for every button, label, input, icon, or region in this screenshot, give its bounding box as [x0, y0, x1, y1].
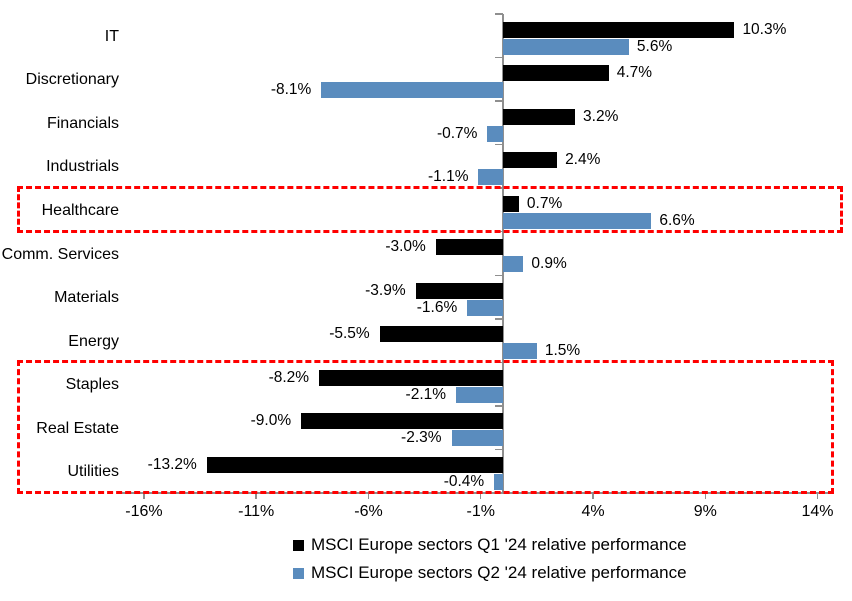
value-label: -0.7% — [436, 124, 478, 142]
x-axis-tick-label: 4% — [581, 503, 605, 520]
x-axis-tick-label: -1% — [466, 503, 495, 520]
category-axis-tick — [495, 274, 504, 277]
bar-q1 — [319, 369, 504, 386]
value-label: 0.7% — [526, 194, 563, 212]
category-label-healthcare: Healthcare — [41, 201, 119, 219]
bar-q1 — [503, 108, 576, 125]
value-label: -13.2% — [147, 455, 197, 473]
x-axis-tick — [255, 493, 257, 499]
category-axis-tick — [495, 405, 504, 407]
bar-q2 — [503, 38, 629, 55]
bar-q1 — [415, 282, 504, 299]
x-axis-tick — [704, 493, 706, 499]
value-label: -9.0% — [250, 412, 292, 430]
value-label: -0.4% — [443, 472, 485, 490]
x-axis-tick — [367, 493, 370, 499]
category-axis-tick — [495, 56, 504, 59]
legend-swatch-q2-icon — [293, 567, 304, 579]
x-axis-tick — [592, 493, 594, 499]
value-label: -3.0% — [385, 238, 426, 256]
legend-label-q2: MSCI Europe sectors Q2 '24 relative perf… — [311, 563, 687, 582]
value-label: 6.6% — [659, 211, 695, 229]
category-label-discretionary: Discretionary — [25, 71, 119, 89]
legend: MSCI Europe sectors Q1 '24 relative perf… — [293, 535, 687, 591]
category-axis-tick — [495, 448, 504, 451]
value-axis-zero-line — [502, 14, 504, 493]
value-label: -8.1% — [270, 81, 312, 99]
x-axis-tick-label: 14% — [801, 503, 834, 520]
value-label: 10.3% — [742, 20, 787, 38]
bar-q2 — [503, 343, 537, 360]
legend-swatch-q1-icon — [293, 539, 304, 551]
bar-q2 — [456, 386, 504, 403]
x-axis-tick-label: -16% — [125, 503, 163, 520]
value-label: -2.1% — [405, 385, 447, 403]
bar-q1 — [379, 326, 504, 343]
legend-item-q2: MSCI Europe sectors Q2 '24 relative perf… — [293, 563, 687, 583]
category-label-materials: Materials — [54, 289, 119, 307]
bar-q2 — [494, 473, 504, 490]
category-label-energy: Energy — [68, 332, 119, 350]
category-label-utilities: Utilities — [67, 463, 119, 481]
category-axis-tick — [495, 143, 504, 146]
x-axis-tick-label: -11% — [238, 503, 275, 520]
defensives-highlight — [17, 360, 834, 494]
bar-q1 — [503, 195, 519, 212]
value-label: 3.2% — [583, 107, 619, 125]
category-label-comm-services: Comm. Services — [1, 245, 119, 263]
category-label-staples: Staples — [65, 376, 119, 394]
category-label-it: IT — [104, 27, 119, 45]
x-axis-tick — [816, 493, 819, 499]
category-axis-tick — [495, 100, 504, 102]
healthcare-highlight — [17, 186, 843, 233]
bar-q2 — [451, 430, 504, 447]
category-axis-tick — [495, 13, 504, 15]
bar-q1 — [503, 21, 735, 38]
x-axis-tick-label: 9% — [693, 503, 717, 520]
legend-item-q1: MSCI Europe sectors Q1 '24 relative perf… — [293, 535, 687, 555]
category-label-financials: Financials — [46, 114, 119, 132]
value-label: 2.4% — [565, 151, 601, 169]
bar-q1 — [503, 65, 609, 82]
value-label: -1.6% — [416, 298, 458, 316]
bar-q2 — [487, 125, 504, 142]
value-label: -8.2% — [268, 368, 310, 386]
value-label: 1.5% — [544, 342, 581, 360]
bar-q2 — [503, 212, 652, 229]
category-label-real-estate: Real Estate — [36, 419, 119, 437]
category-label-industrials: Industrials — [46, 158, 119, 176]
value-label: 5.6% — [636, 37, 673, 55]
bar-q2 — [478, 169, 504, 186]
x-axis-tick — [479, 493, 482, 499]
legend-label-q1: MSCI Europe sectors Q1 '24 relative perf… — [311, 535, 687, 554]
category-axis-tick — [495, 318, 504, 320]
value-label: 4.7% — [616, 64, 653, 82]
value-label: -5.5% — [329, 325, 370, 343]
bar-q1 — [301, 413, 504, 430]
bar-q2 — [503, 256, 524, 273]
bar-q1 — [206, 456, 504, 473]
x-axis-tick — [143, 493, 145, 499]
value-label: -3.9% — [365, 281, 406, 299]
bar-q2 — [321, 82, 504, 99]
bar-q2 — [467, 299, 504, 316]
value-label: -1.1% — [427, 168, 469, 186]
bar-q1 — [435, 239, 504, 256]
bar-q1 — [503, 152, 558, 169]
value-label: 0.9% — [531, 255, 567, 273]
x-axis-tick-label: -6% — [354, 503, 383, 520]
value-label: -2.3% — [401, 429, 442, 447]
